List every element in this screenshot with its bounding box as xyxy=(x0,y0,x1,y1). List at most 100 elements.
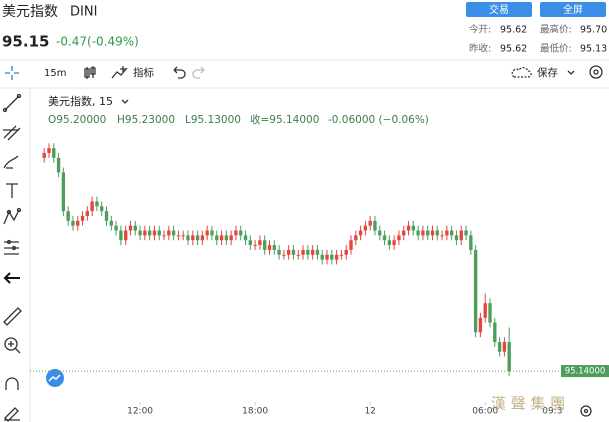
candle-body xyxy=(454,235,459,241)
candle-body xyxy=(502,342,507,352)
candle-body xyxy=(330,254,334,260)
stat-label: 昨收: xyxy=(469,43,491,55)
x-tick-label: 06:00 xyxy=(472,407,498,417)
fullscreen-button[interactable] xyxy=(540,2,606,17)
last-price-box xyxy=(561,365,609,378)
candle-body xyxy=(478,317,483,333)
candle-body xyxy=(76,220,80,226)
brush-tool[interactable] xyxy=(3,155,19,169)
candle-body xyxy=(200,235,205,241)
candle-body xyxy=(124,230,128,241)
candle-body xyxy=(440,235,444,237)
candle-body xyxy=(286,249,291,255)
chart-settings[interactable] xyxy=(580,405,592,417)
candle-body xyxy=(344,249,348,255)
trade-button[interactable] xyxy=(466,2,532,17)
trend-line-tool[interactable] xyxy=(2,93,22,113)
candle-body xyxy=(85,211,90,216)
candle-body xyxy=(104,211,109,221)
stat-value: 95.70 xyxy=(580,25,607,36)
undo-button[interactable] xyxy=(173,66,186,79)
indicator-icon[interactable] xyxy=(111,66,128,79)
candle-body xyxy=(191,235,195,241)
crosshair-tool[interactable] xyxy=(5,66,19,80)
candle-body xyxy=(229,235,233,241)
cloud-icon[interactable] xyxy=(511,66,532,78)
x-tick-label: 09:3 xyxy=(542,407,562,417)
x-tick-label: 18:00 xyxy=(242,407,268,417)
candle-body xyxy=(358,230,363,236)
candle-body xyxy=(373,220,377,231)
candle-body xyxy=(392,240,396,246)
zoom-tool[interactable] xyxy=(4,337,21,354)
candle-body xyxy=(95,201,99,207)
fullscreen-button-label[interactable]: 全屏 xyxy=(563,3,583,16)
candle-body xyxy=(296,254,300,256)
candle-body xyxy=(459,230,463,241)
candle-body xyxy=(339,254,344,256)
ruler-tool[interactable] xyxy=(3,307,22,326)
candle-body xyxy=(349,240,353,250)
prediction-tool[interactable] xyxy=(4,239,19,255)
legend-menu-arrow[interactable] xyxy=(121,99,129,104)
candle-body xyxy=(267,245,272,250)
candle-body xyxy=(128,225,133,231)
save-button[interactable]: 保存 xyxy=(537,66,558,79)
interval-button[interactable]: 15m xyxy=(44,68,66,79)
x-tick-label: 12:00 xyxy=(127,407,153,417)
indicator-button[interactable]: 指标 xyxy=(133,66,154,79)
candle-body xyxy=(483,303,487,318)
candle-body xyxy=(382,235,387,241)
trade-button-label[interactable]: 交易 xyxy=(489,3,509,16)
pattern-tool[interactable] xyxy=(3,207,22,225)
ohlc-open: O95.20000 xyxy=(48,114,106,126)
candle-body xyxy=(430,230,435,236)
candle-body xyxy=(66,211,70,221)
lock-tool[interactable] xyxy=(4,407,20,422)
candle-body xyxy=(402,230,406,236)
candle-body xyxy=(100,206,104,212)
candle-body xyxy=(334,254,339,260)
candle-body xyxy=(426,230,430,236)
ohlc-high: H95.23000 xyxy=(117,114,175,126)
candle-body xyxy=(171,230,176,236)
candle-body xyxy=(488,303,492,323)
candle-body xyxy=(71,220,75,226)
x-tick-label: 12 xyxy=(364,407,375,417)
text-tool[interactable] xyxy=(6,183,18,198)
remove-tool[interactable] xyxy=(3,272,20,284)
price-change: -0.47(-0.49%) xyxy=(56,35,139,49)
candle-body xyxy=(90,201,94,212)
save-menu-arrow[interactable] xyxy=(567,70,575,75)
candle-body xyxy=(493,322,497,342)
candle-body xyxy=(147,230,152,236)
last-price-label: 95.14000 xyxy=(565,367,606,377)
candle-body xyxy=(152,230,157,236)
candle-body xyxy=(363,225,368,231)
ohlc-change: -0.06000 (−0.06%) xyxy=(328,114,429,126)
magnet-tool[interactable] xyxy=(5,377,19,390)
candle-body xyxy=(368,220,372,226)
watermark: 漢 聲 集 團 xyxy=(491,395,565,413)
candle-body xyxy=(114,225,118,231)
chart-type-button[interactable] xyxy=(84,66,96,79)
candle-body xyxy=(205,230,209,236)
candle-body xyxy=(325,254,329,260)
ohlc-low: L95.13000 xyxy=(185,114,241,126)
candle-body xyxy=(464,230,468,236)
settings-button[interactable] xyxy=(589,65,603,79)
stat-value: 95.13 xyxy=(580,44,607,55)
fib-tool[interactable] xyxy=(3,125,21,141)
candle-body xyxy=(47,148,51,153)
candle-body xyxy=(258,240,262,246)
redo-button[interactable] xyxy=(192,66,205,79)
candle-body xyxy=(416,230,420,236)
candle-body xyxy=(315,249,320,255)
candle-body xyxy=(167,230,171,236)
candle-body xyxy=(61,172,66,212)
candle-body xyxy=(445,230,449,236)
candle-body xyxy=(243,235,248,241)
candle-body xyxy=(411,225,415,231)
legend-title: 美元指数, 15 xyxy=(48,94,113,108)
